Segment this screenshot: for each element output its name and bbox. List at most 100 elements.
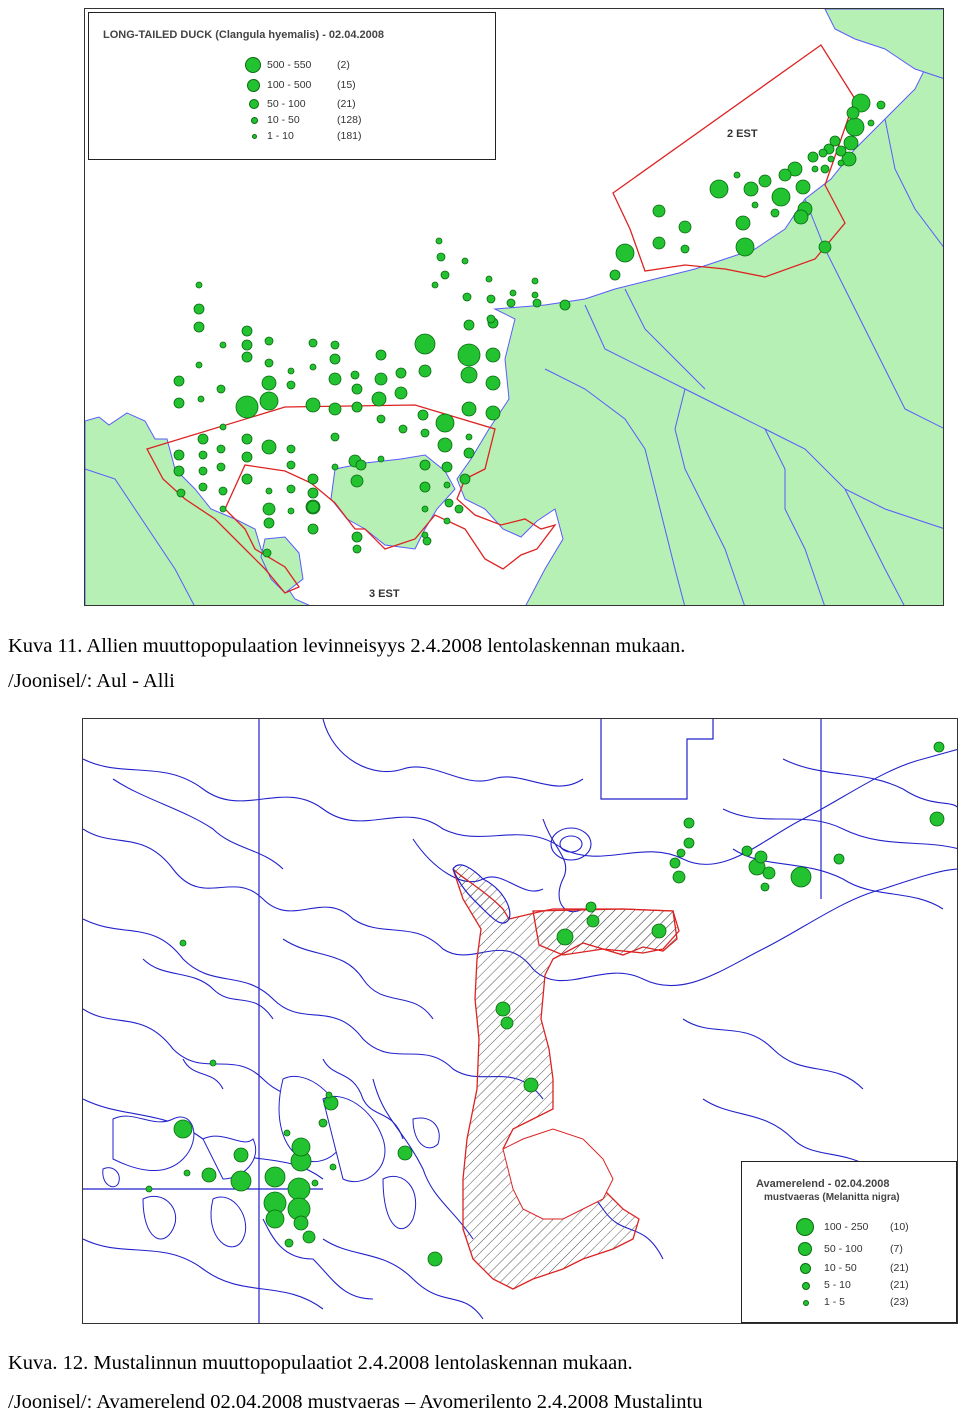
bird-point [219, 341, 227, 349]
caption1-line1: Kuva 11. Allien muuttopopulaation levinn… [8, 635, 686, 657]
legend-count: (10) [890, 1221, 909, 1233]
caption2-line1: Kuva. 12. Mustalinnun muuttopopulaatiot … [8, 1352, 633, 1374]
bird-point [309, 363, 317, 371]
bird-point [495, 1001, 511, 1017]
bird-point [463, 319, 475, 331]
bird-point [463, 447, 475, 459]
legend-symbol [252, 134, 257, 139]
bird-point [394, 386, 408, 400]
bird-point [351, 531, 363, 543]
bird-point [198, 450, 208, 460]
bird-point [709, 179, 729, 199]
bird-point [350, 474, 364, 488]
observation-points [173, 93, 886, 558]
bird-point [461, 401, 477, 417]
bird-point [460, 366, 478, 384]
bird-point [851, 93, 871, 113]
bird-point [375, 349, 387, 361]
bird-point [233, 1147, 249, 1163]
bird-point [323, 1095, 339, 1111]
bird-point [837, 159, 845, 167]
bird-point [807, 151, 819, 163]
bird-point [179, 939, 187, 947]
bird-point [173, 397, 185, 409]
bird-point [197, 395, 205, 403]
bird-point [264, 336, 274, 346]
bird-point [306, 500, 320, 514]
bird-point [485, 405, 501, 421]
bird-point [241, 451, 253, 463]
bird-point [235, 395, 259, 419]
observation-points [145, 741, 945, 1267]
legend-title: LONG-TAILED DUCK (Clangula hyemalis) - 0… [103, 29, 384, 41]
bird-point [762, 866, 776, 880]
bird-point [586, 914, 600, 928]
bird-point [216, 462, 226, 472]
bird-point [523, 1077, 539, 1093]
bird-point [735, 215, 751, 231]
bird-point [376, 414, 386, 424]
bird-point [216, 384, 226, 394]
bird-point [683, 837, 695, 849]
bird-point [440, 270, 450, 280]
bird-point [845, 117, 865, 137]
bird-point [833, 853, 845, 865]
bird-point [770, 208, 780, 218]
bird-point [820, 164, 830, 174]
map2-legend: Avamerelend - 02.04.2008 mustvaeras (Mel… [741, 1161, 957, 1323]
bird-point [683, 817, 695, 829]
bird-point [350, 370, 360, 380]
bird-point [307, 523, 319, 535]
legend-range: 50 - 100 [267, 98, 306, 110]
bird-point [787, 161, 803, 177]
bird-point [585, 901, 597, 913]
survey-area-3est [146, 404, 557, 594]
bird-point [351, 383, 363, 395]
bird-point [262, 502, 276, 516]
legend-count: (128) [337, 114, 362, 126]
bird-point [173, 375, 185, 387]
bird-point [829, 135, 841, 147]
bird-point [751, 201, 759, 209]
bird-point [201, 1167, 217, 1183]
survey-area-2est [612, 44, 856, 278]
bird-point [193, 303, 205, 315]
bird-point [672, 870, 686, 884]
bird-point [195, 361, 203, 369]
bird-point [735, 237, 755, 257]
bird-point [308, 338, 318, 348]
bird-point [532, 298, 542, 308]
bird-point [435, 413, 455, 433]
bird-point [929, 811, 945, 827]
bird-point [743, 181, 759, 197]
bird-point [760, 882, 770, 892]
map1-legend: LONG-TAILED DUCK (Clangula hyemalis) - 0… [88, 12, 496, 160]
bird-point [818, 148, 828, 158]
mainland-east [456, 9, 943, 605]
bird-point [867, 119, 875, 127]
bird-point [486, 294, 496, 304]
legend-symbol [798, 1242, 812, 1256]
bird-point [230, 1170, 252, 1192]
bird-point [457, 343, 481, 367]
bird-point [506, 298, 516, 308]
bird-point [173, 465, 185, 477]
legend-symbol [803, 1300, 809, 1306]
bird-point [352, 544, 362, 554]
bird-point [307, 473, 319, 485]
bird-point [318, 1118, 328, 1128]
bird-point [420, 428, 430, 438]
bird-point [195, 281, 203, 289]
legend-range: 10 - 50 [267, 114, 300, 126]
legend-count: (2) [337, 59, 350, 71]
bird-point [454, 504, 464, 514]
bird-point [331, 463, 339, 471]
map1-canvas: 2 EST 3 EST [85, 9, 943, 605]
bird-point [531, 277, 539, 285]
bird-point [818, 240, 832, 254]
bird-point [287, 507, 295, 515]
bird-point [293, 1215, 309, 1231]
bird-point [264, 1166, 286, 1188]
bird-point [811, 165, 819, 173]
island-saaremaa [330, 454, 456, 550]
